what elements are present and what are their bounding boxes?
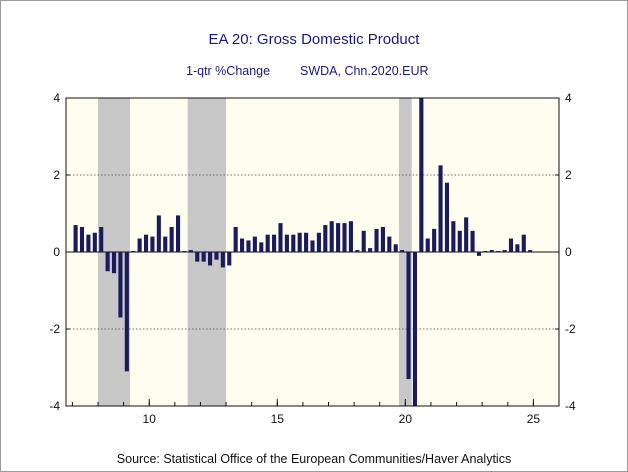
bar — [105, 252, 110, 272]
bar — [92, 232, 97, 252]
bar — [79, 226, 85, 252]
y-tick-label-left: 0 — [53, 245, 60, 259]
bar — [246, 240, 251, 252]
y-tick-label-right: 4 — [565, 91, 572, 105]
bar — [131, 251, 136, 253]
bar — [361, 230, 366, 252]
bar — [214, 252, 219, 260]
bar — [483, 251, 488, 253]
y-tick-label-left: -4 — [49, 399, 60, 413]
bar — [297, 232, 302, 252]
bar — [156, 215, 161, 252]
x-tick-label: 10 — [143, 412, 157, 426]
y-tick-label-left: 4 — [53, 91, 60, 105]
x-tick-label: 20 — [399, 412, 413, 426]
bar — [515, 244, 520, 252]
y-tick-label-right: -4 — [565, 399, 576, 413]
bar — [278, 223, 283, 252]
y-tick-label-left: 2 — [53, 168, 60, 182]
bar — [272, 234, 277, 252]
bar — [124, 252, 129, 372]
y-tick-label-right: 0 — [565, 245, 572, 259]
bar — [188, 250, 193, 252]
bar — [521, 234, 526, 252]
bar — [175, 215, 181, 252]
chart-subtitle-change: 1-qtr %Change — [186, 64, 271, 78]
bar — [387, 236, 392, 252]
bar — [355, 250, 360, 252]
bar — [528, 250, 533, 252]
bar — [380, 226, 385, 252]
bar — [425, 238, 430, 252]
bar — [432, 228, 437, 252]
bar — [393, 244, 398, 252]
x-tick-label: 15 — [271, 412, 285, 426]
bar — [476, 252, 482, 256]
bar — [400, 250, 405, 252]
bar — [252, 236, 257, 252]
bar — [323, 225, 328, 252]
bar — [169, 226, 174, 252]
bar — [374, 228, 379, 252]
bar — [111, 252, 117, 274]
bar — [502, 250, 507, 252]
bar — [163, 236, 168, 252]
bar — [259, 242, 264, 252]
bar — [284, 234, 289, 252]
bar — [118, 252, 123, 318]
bar — [329, 221, 334, 252]
bar — [336, 223, 341, 252]
bar — [304, 232, 309, 252]
y-tick-label-right: 2 — [565, 168, 572, 182]
x-tick-label: 25 — [527, 412, 541, 426]
bar — [195, 252, 200, 262]
bar — [508, 238, 514, 252]
y-tick-label-right: -2 — [565, 322, 576, 336]
chart-subtitle-units: SWDA, Chn.2020.EUR — [300, 64, 429, 78]
bar — [73, 225, 78, 252]
bar — [99, 226, 104, 252]
bar — [182, 251, 187, 253]
bar — [233, 226, 238, 252]
bar — [457, 230, 462, 252]
bar — [419, 98, 424, 252]
chart-source: Source: Statistical Office of the Europe… — [116, 452, 512, 466]
bar — [348, 221, 353, 252]
bar — [451, 221, 456, 252]
bar — [220, 252, 225, 268]
bar — [496, 251, 501, 253]
bar — [470, 230, 475, 252]
chart-title: EA 20: Gross Domestic Product — [208, 31, 420, 48]
bar — [406, 252, 411, 380]
bar — [143, 234, 149, 252]
bar — [342, 223, 347, 252]
bar — [368, 248, 373, 252]
bar — [412, 252, 417, 406]
bar — [316, 232, 321, 252]
bar — [150, 236, 155, 252]
bar — [438, 165, 443, 252]
bar — [310, 240, 315, 252]
bar — [86, 234, 91, 252]
bar — [489, 250, 494, 252]
bar — [227, 252, 232, 266]
bar — [240, 238, 245, 252]
bar — [208, 252, 213, 266]
bar — [265, 234, 270, 252]
y-tick-label-left: -2 — [49, 322, 60, 336]
bar — [464, 217, 469, 252]
bar — [201, 252, 206, 262]
bar — [291, 234, 296, 252]
bar — [444, 182, 450, 252]
bar — [137, 238, 142, 252]
